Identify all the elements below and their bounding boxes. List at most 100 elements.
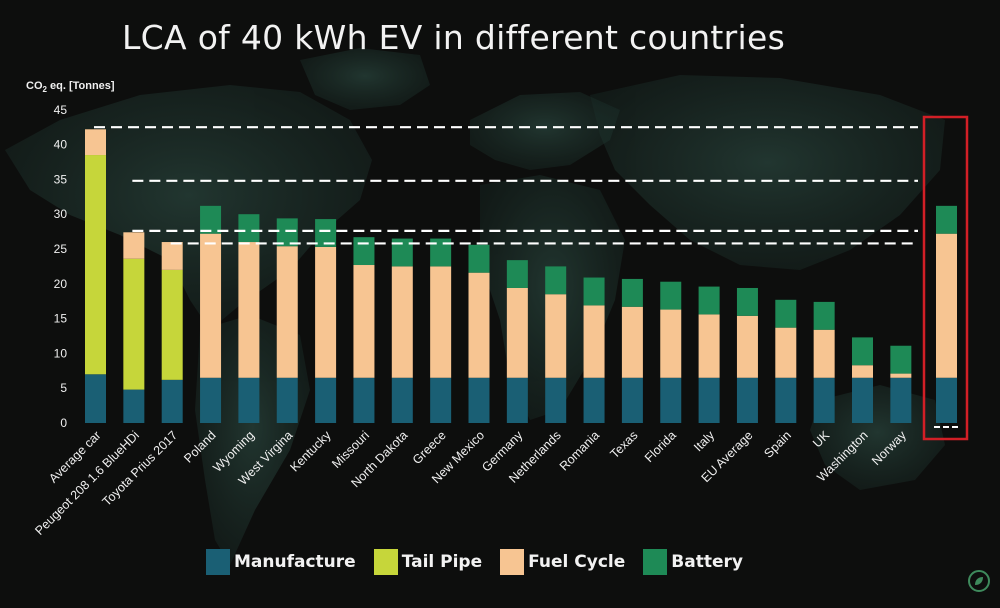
bar-segment-manufacture: [200, 377, 222, 423]
y-axis: 0 5 10 15 20 25 30 35 40 45: [54, 103, 68, 430]
legend-item-tailpipe: Tail Pipe: [373, 549, 483, 575]
bar-segment-fuel-cycle: [621, 306, 643, 378]
bar-segment-fuel-cycle: [506, 287, 528, 378]
bar-segment-fuel-cycle: [238, 242, 260, 378]
bar-segment-battery: [621, 278, 643, 307]
bar-segment-battery: [506, 260, 528, 288]
bar-segment-manufacture: [161, 379, 183, 423]
bar-segment-fuel-cycle: [123, 232, 145, 259]
bar-segment-manufacture: [775, 377, 797, 423]
y-tick-label: 0: [60, 416, 67, 430]
bar-segment-tail-pipe: [85, 155, 106, 375]
bar-segment-fuel-cycle: [391, 266, 413, 378]
bar-segment-battery: [468, 244, 490, 273]
leaf-logo-icon: [968, 570, 990, 592]
bar-segment-fuel-cycle: [85, 129, 106, 156]
bar-segment-battery: [238, 214, 260, 243]
x-tick-label: Toyota Prius 2017: [100, 428, 181, 509]
chart-title: LCA of 40 kWh EV in different countries: [122, 18, 786, 57]
legend-swatch-fuelcycle: [500, 549, 525, 575]
bar-segment-manufacture: [353, 377, 375, 423]
bar-segment-battery: [200, 205, 222, 234]
bar-segment-manufacture: [391, 377, 413, 423]
bar-segment-fuel-cycle: [890, 373, 912, 378]
y-tick-label: 10: [54, 346, 68, 360]
bar-segment-battery: [353, 237, 375, 266]
x-tick-label: Italy: [691, 428, 718, 455]
bar-segment-battery: [698, 286, 720, 315]
y-tick-label: 30: [54, 207, 68, 221]
legend-item-fuelcycle: Fuel Cycle: [500, 549, 625, 575]
highlight-box: [922, 115, 969, 441]
bar-segment-battery: [852, 337, 873, 366]
bar-segment-fuel-cycle: [315, 246, 337, 378]
bar-segment-fuel-cycle: [583, 305, 605, 378]
x-tick-label: Texas: [608, 428, 641, 461]
y-tick-label: 20: [54, 277, 68, 291]
bar-segment-battery: [660, 281, 682, 310]
bar-segment-manufacture: [85, 374, 106, 423]
bar-segment-battery: [545, 266, 567, 295]
bar-segment-manufacture: [698, 377, 720, 423]
legend-item-manufacture: Manufacture: [206, 549, 356, 575]
bar-segment-manufacture: [583, 377, 605, 423]
highlight-group: [922, 115, 969, 441]
y-tick-label: 5: [60, 381, 67, 395]
bar-segment-manufacture: [852, 377, 873, 423]
bar-segment-fuel-cycle: [775, 327, 797, 378]
bar-segment-fuel-cycle: [736, 315, 758, 378]
bar-segment-battery: [736, 287, 758, 316]
legend-swatch-manufacture: [206, 549, 230, 575]
bar-segment-manufacture: [545, 377, 567, 423]
highlight-segment-manufacture: [936, 377, 957, 423]
bar-segment-battery: [430, 238, 452, 267]
bar-segment-manufacture: [276, 377, 298, 423]
x-tick-label: Spain: [761, 428, 794, 461]
bar-segment-battery: [583, 277, 605, 306]
bar-segment-fuel-cycle: [545, 294, 567, 378]
bar-segment-fuel-cycle: [852, 365, 873, 378]
bar-segment-battery: [391, 238, 413, 267]
bar-segment-manufacture: [621, 377, 643, 423]
bars-group: [85, 129, 912, 423]
bar-segment-fuel-cycle: [276, 246, 298, 378]
x-tick-label: Florida: [642, 428, 679, 465]
legend-swatch-tailpipe: [373, 549, 398, 575]
bar-segment-manufacture: [315, 377, 337, 423]
y-tick-label: 35: [54, 172, 68, 186]
bar-segment-manufacture: [430, 377, 452, 423]
y-axis-label: CO2 eq. [Tonnes]: [26, 80, 115, 95]
bar-segment-fuel-cycle: [813, 329, 835, 378]
y-tick-label: 15: [54, 312, 68, 326]
y-tick-label: 40: [54, 138, 68, 152]
legend-label-manufacture: Manufacture: [234, 552, 356, 572]
leaf-icon: [975, 577, 983, 585]
bar-segment-manufacture: [123, 389, 145, 423]
bar-segment-manufacture: [238, 377, 260, 423]
legend-label-fuelcycle: Fuel Cycle: [528, 552, 626, 572]
bar-segment-fuel-cycle: [161, 242, 183, 270]
y-tick-label: 25: [54, 242, 68, 256]
bar-segment-tail-pipe: [161, 269, 183, 380]
bar-segment-fuel-cycle: [200, 233, 222, 378]
legend-swatch-battery: [643, 549, 668, 575]
bar-segment-manufacture: [813, 377, 835, 423]
bar-segment-tail-pipe: [123, 258, 145, 390]
legend: Manufacture Tail Pipe Fuel Cycle Battery: [206, 548, 761, 576]
highlight-segment-fuel-cycle: [936, 233, 957, 378]
highlight-segment-battery: [936, 205, 957, 234]
bar-segment-battery: [813, 301, 835, 330]
legend-label-battery: Battery: [671, 552, 743, 572]
y-tick-label: 45: [54, 103, 68, 117]
bar-segment-fuel-cycle: [430, 266, 452, 378]
bar-segment-battery: [315, 219, 337, 247]
bar-segment-battery: [276, 218, 298, 247]
bar-segment-fuel-cycle: [660, 309, 682, 378]
bar-segment-manufacture: [660, 377, 682, 423]
bar-segment-manufacture: [890, 377, 912, 423]
legend-label-tailpipe: Tail Pipe: [401, 552, 483, 572]
reference-lines: [94, 126, 918, 245]
x-tick-label: Romania: [557, 428, 602, 473]
bar-segment-manufacture: [736, 377, 758, 423]
